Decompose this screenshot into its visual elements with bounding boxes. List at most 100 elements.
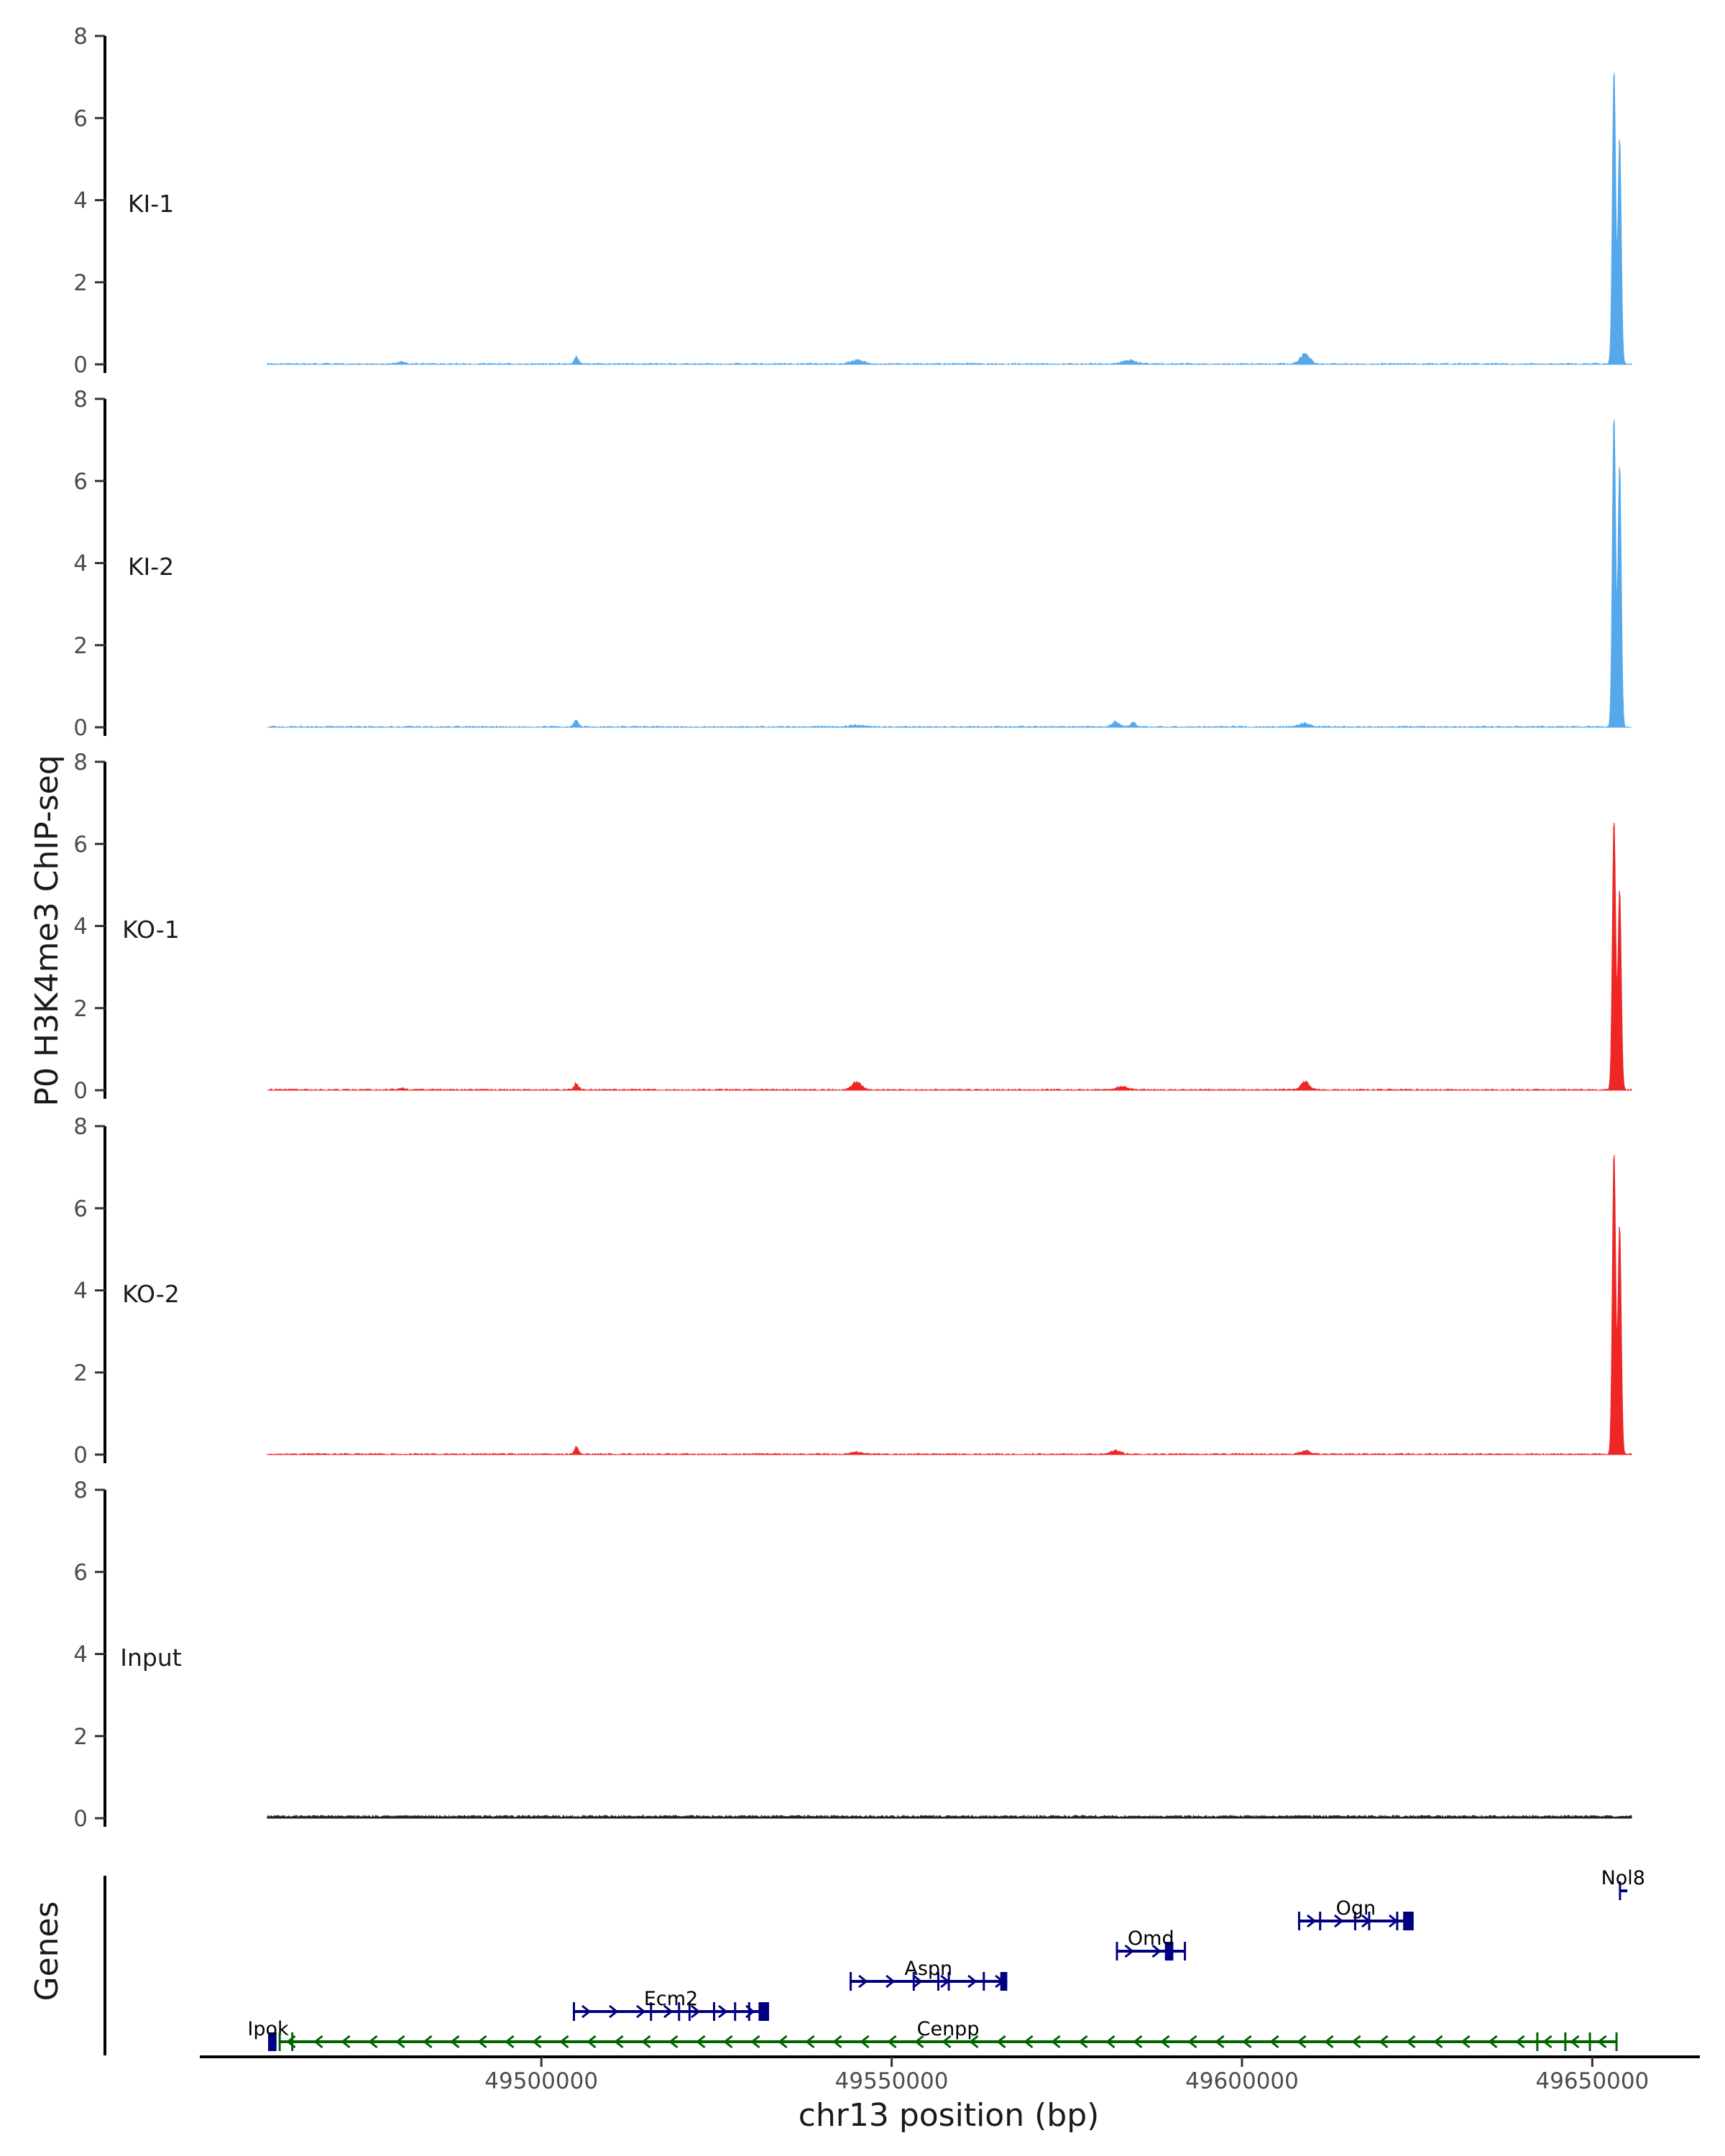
- gene-label: Ecm2: [644, 1988, 698, 2010]
- strand-arrow: [1133, 2035, 1143, 2049]
- strand-arrow: [636, 2004, 646, 2019]
- track-ki-1: 0 2 4 6 8 KI-1: [73, 24, 1632, 378]
- y-tick-label: 0: [73, 1442, 88, 1468]
- strand-arrow: [1269, 2035, 1279, 2049]
- strand-arrow: [641, 2035, 651, 2049]
- exon: [678, 2002, 681, 2021]
- strand-arrow: [942, 2035, 952, 2049]
- strand-arrow: [1160, 2035, 1170, 2049]
- gene-track: Ipok Cenpp Ecm2 Aspn Omd Ogn Nol8: [104, 1867, 1645, 2055]
- strand-arrow: [750, 2035, 760, 2049]
- strand-arrow: [581, 2004, 592, 2019]
- gene-label: Omd: [1128, 1927, 1174, 1950]
- y-tick-label: 4: [73, 188, 88, 214]
- strand-arrow: [858, 1974, 868, 1989]
- gene-aspn: Aspn: [850, 1958, 1008, 1991]
- x-tick-label: 49550000: [835, 2068, 949, 2094]
- y-tick-label: 2: [73, 1724, 88, 1750]
- exon: [1615, 2032, 1618, 2051]
- exon: [947, 1972, 950, 1991]
- strand-arrow: [609, 2004, 619, 2019]
- strand-arrow: [1515, 2035, 1525, 2049]
- strand-arrow: [559, 2035, 569, 2049]
- strand-arrow: [1105, 2035, 1116, 2049]
- y-tick-label: 8: [73, 750, 88, 775]
- track-name-label: Input: [120, 1644, 182, 1672]
- strand-arrow: [1542, 2035, 1552, 2049]
- y-tick-label: 4: [73, 914, 88, 940]
- exon: [758, 2002, 769, 2021]
- x-axis: 49500000 49550000 49600000 49650000: [200, 2055, 1700, 2094]
- gene-label: Ipok: [247, 2018, 289, 2040]
- y-tick-label: 8: [73, 24, 88, 50]
- strand-arrow: [913, 1974, 923, 1989]
- strand-arrow: [1597, 2035, 1607, 2049]
- exon: [748, 2002, 750, 2021]
- signal-series-ko-2: [267, 1155, 1632, 1456]
- strand-arrow: [341, 2035, 351, 2049]
- exon: [983, 1972, 985, 1991]
- gene-label: Nol8: [1601, 1867, 1645, 1889]
- y-tick-label: 6: [73, 1560, 88, 1585]
- gene-ipok: Ipok: [247, 2018, 289, 2051]
- strand-arrow: [313, 2035, 323, 2049]
- exon: [1353, 1912, 1356, 1930]
- signal-series-ki-2: [267, 419, 1632, 729]
- y-tick-label: 6: [73, 106, 88, 132]
- strand-arrow: [1433, 2035, 1443, 2049]
- y-tick-label: 0: [73, 352, 88, 378]
- strand-arrow: [1051, 2035, 1061, 2049]
- gene-label: Cenpp: [917, 2018, 980, 2040]
- exon: [1536, 2032, 1539, 2051]
- exon: [1368, 1912, 1371, 1930]
- track-name-label: KI-1: [128, 190, 174, 218]
- y-tick-label: 6: [73, 831, 88, 857]
- strand-arrow: [1151, 1944, 1162, 1958]
- gene-ogn: Ogn: [1297, 1897, 1414, 1930]
- strand-arrow: [1334, 1914, 1344, 1928]
- gene-omd: Omd: [1116, 1927, 1187, 1961]
- exon: [1164, 1942, 1174, 1961]
- strand-arrow: [586, 2035, 597, 2049]
- exon: [1184, 1942, 1187, 1961]
- y-tick-label: 2: [73, 996, 88, 1022]
- signal-series-input: [267, 1814, 1632, 1819]
- strand-arrow: [395, 2035, 405, 2049]
- strand-arrow: [696, 2035, 706, 2049]
- y-tick-label: 0: [73, 715, 88, 741]
- exon: [1403, 1912, 1414, 1930]
- track-ki-2: 0 2 4 6 8 KI-2: [73, 387, 1632, 741]
- strand-arrow: [778, 2035, 788, 2049]
- y-tick-label: 4: [73, 1642, 88, 1668]
- signal-tracks: 0 2 4 6 8 KI-1 0 2 4 6 8 KI-2 0 2 4 6 8 KO-1 0 2 4 6 8 KO-2 0 2 4 6…: [73, 24, 1632, 1832]
- strand-arrow: [663, 2004, 673, 2019]
- strand-arrow: [887, 2035, 897, 2049]
- signal-series-ki-1: [267, 73, 1632, 366]
- strand-arrow: [1460, 2035, 1471, 2049]
- strand-arrow: [1488, 2035, 1498, 2049]
- exon: [850, 1972, 852, 1991]
- strand-arrow: [723, 2035, 733, 2049]
- strand-arrow: [860, 2035, 870, 2049]
- gene-label: Aspn: [904, 1958, 952, 1980]
- strand-arrow: [1187, 2035, 1197, 2049]
- strand-arrow: [1406, 2035, 1416, 2049]
- exon: [1116, 1942, 1118, 1961]
- exon: [650, 2002, 653, 2021]
- y-tick-label: 4: [73, 551, 88, 577]
- x-tick-label: 49500000: [484, 2068, 598, 2094]
- exon: [291, 2032, 294, 2051]
- y-tick-label: 2: [73, 633, 88, 659]
- exon: [1319, 1912, 1322, 1930]
- strand-arrow: [1024, 2035, 1034, 2049]
- x-tick-label: 49650000: [1535, 2068, 1649, 2094]
- exon: [937, 1972, 939, 1991]
- exon: [278, 2032, 281, 2051]
- strand-arrow: [691, 2004, 701, 2019]
- strand-arrow: [718, 2004, 728, 2019]
- y-axis-title: P0 H3K4me3 ChIP-seq: [29, 755, 65, 1106]
- strand-arrow: [1078, 2035, 1088, 2049]
- y-tick-label: 6: [73, 469, 88, 494]
- y-tick-label: 2: [73, 270, 88, 296]
